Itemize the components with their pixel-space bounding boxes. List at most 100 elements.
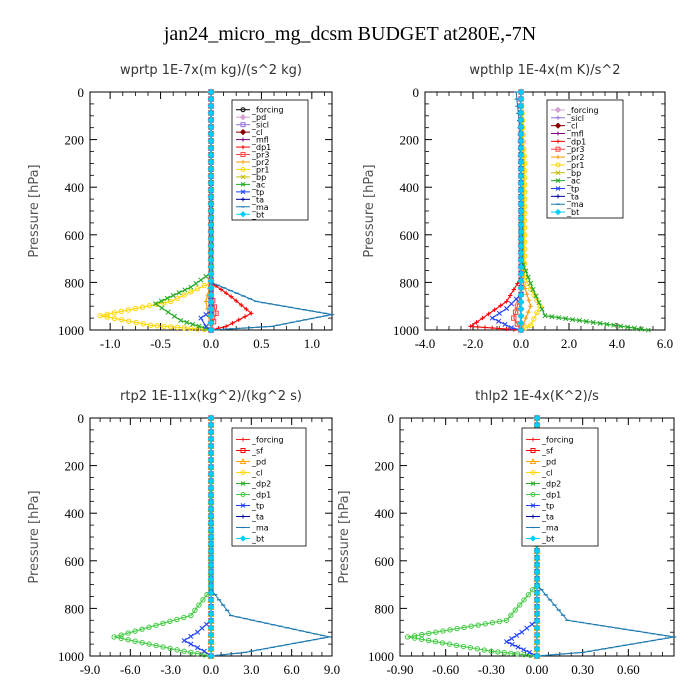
point-marker bbox=[195, 645, 201, 651]
point-marker bbox=[133, 319, 139, 326]
point-marker bbox=[504, 639, 510, 645]
legend-entry: _bt bbox=[566, 208, 579, 217]
point-marker bbox=[531, 514, 535, 519]
point-marker bbox=[240, 122, 246, 128]
point-marker bbox=[511, 287, 516, 292]
point-marker bbox=[482, 325, 488, 330]
point-marker bbox=[556, 315, 562, 321]
y-tick-label: 0 bbox=[78, 85, 85, 100]
point-marker bbox=[529, 457, 537, 464]
point-marker bbox=[533, 610, 541, 618]
point-marker bbox=[207, 193, 215, 201]
point-marker bbox=[542, 313, 548, 319]
legend-entry: _pd bbox=[251, 113, 266, 122]
point-marker bbox=[241, 197, 245, 202]
point-marker bbox=[164, 295, 170, 301]
x-tick-label: -1.0 bbox=[100, 336, 121, 351]
legend-entry: _ac bbox=[566, 177, 580, 186]
point-marker bbox=[519, 629, 525, 635]
point-marker bbox=[192, 607, 198, 614]
y-axis-label: Pressure [hPa] bbox=[362, 164, 377, 257]
point-marker bbox=[241, 514, 245, 519]
point-marker bbox=[490, 325, 495, 331]
legend-entry: _bt bbox=[251, 210, 264, 219]
point-marker bbox=[411, 633, 418, 639]
point-marker bbox=[239, 535, 247, 542]
point-marker bbox=[140, 321, 146, 327]
point-marker bbox=[207, 179, 215, 187]
point-marker bbox=[533, 293, 539, 299]
point-marker bbox=[181, 637, 187, 644]
point-marker bbox=[194, 326, 201, 332]
y-tick-label: 400 bbox=[400, 180, 420, 195]
point-marker bbox=[528, 280, 534, 286]
point-marker bbox=[153, 642, 159, 649]
point-marker bbox=[517, 270, 525, 278]
point-marker bbox=[631, 325, 637, 331]
point-marker bbox=[533, 414, 541, 422]
point-marker bbox=[200, 597, 206, 603]
point-marker bbox=[174, 647, 180, 653]
point-marker bbox=[242, 314, 248, 319]
point-marker bbox=[517, 130, 525, 138]
point-marker bbox=[111, 310, 117, 316]
point-marker bbox=[125, 637, 131, 643]
point-marker bbox=[481, 647, 488, 653]
point-marker bbox=[207, 540, 215, 548]
legend-entry: _tp bbox=[566, 185, 579, 194]
point-marker bbox=[174, 324, 181, 331]
legend-entry: _dp1 bbox=[251, 143, 271, 152]
point-marker bbox=[240, 152, 246, 158]
point-marker bbox=[207, 596, 215, 604]
point-marker bbox=[530, 448, 536, 453]
point-marker bbox=[556, 115, 560, 120]
point-marker bbox=[146, 624, 152, 630]
point-marker bbox=[432, 639, 439, 645]
point-marker bbox=[207, 547, 215, 555]
x-tick-label: -0.60 bbox=[432, 662, 459, 677]
point-marker bbox=[207, 575, 215, 583]
point-marker bbox=[207, 116, 215, 124]
legend-entry: _forcing bbox=[251, 106, 284, 115]
point-marker bbox=[236, 317, 241, 323]
point-marker bbox=[527, 322, 534, 328]
point-marker bbox=[170, 292, 176, 299]
point-marker bbox=[475, 622, 481, 628]
y-tick-label: 600 bbox=[65, 228, 85, 243]
point-marker bbox=[530, 286, 536, 293]
point-marker bbox=[207, 277, 215, 285]
point-marker bbox=[517, 249, 525, 257]
point-marker bbox=[576, 317, 582, 324]
x-tick-label: 6.0 bbox=[657, 336, 673, 351]
point-marker bbox=[425, 637, 432, 644]
legend-entry: _cl bbox=[566, 122, 578, 131]
point-marker bbox=[158, 298, 164, 304]
point-marker bbox=[207, 638, 215, 646]
series-line bbox=[114, 418, 212, 657]
legend-entry: _ta bbox=[251, 513, 264, 522]
point-marker bbox=[517, 158, 525, 166]
point-marker bbox=[467, 644, 474, 651]
point-marker bbox=[203, 273, 209, 280]
legend-entry: _tp bbox=[251, 502, 264, 511]
point-marker bbox=[517, 207, 525, 215]
y-tick-label: 400 bbox=[375, 506, 395, 521]
point-marker bbox=[517, 200, 525, 208]
point-marker bbox=[207, 109, 215, 117]
point-marker bbox=[203, 323, 209, 329]
y-tick-label: 0 bbox=[78, 411, 85, 426]
point-marker bbox=[146, 303, 153, 309]
point-marker bbox=[218, 287, 224, 292]
point-marker bbox=[207, 312, 215, 320]
point-marker bbox=[196, 602, 202, 608]
point-marker bbox=[517, 305, 525, 313]
point-marker bbox=[517, 116, 525, 124]
point-marker bbox=[201, 648, 207, 654]
x-tick-label: 6.0 bbox=[284, 662, 300, 677]
point-marker bbox=[533, 603, 541, 611]
point-marker bbox=[207, 270, 215, 278]
point-marker bbox=[521, 651, 527, 658]
point-marker bbox=[207, 442, 215, 450]
point-marker bbox=[207, 102, 215, 110]
point-marker bbox=[207, 151, 215, 159]
